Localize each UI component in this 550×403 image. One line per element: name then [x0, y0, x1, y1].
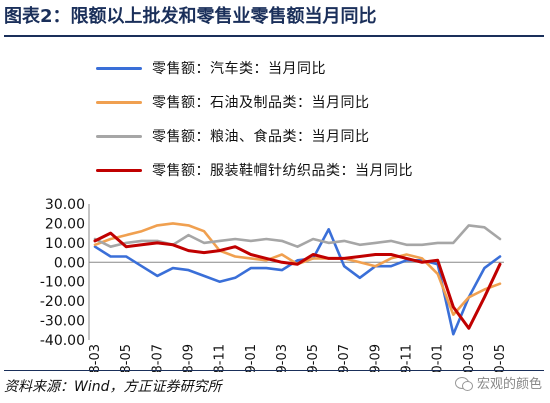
line-chart: 30.00 20.00 10.00 0.00 -10.00 -20.00 -30.00 -40… — [40, 197, 508, 372]
legend-label-petroleum: 零售额：石油及制品类：当月同比 — [152, 95, 370, 111]
title-divider — [4, 35, 544, 37]
chart-legend: 零售额：汽车类：当月同比 零售额：石油及制品类：当月同比 零售额：粮油、食品类：… — [96, 56, 536, 184]
legend-item-apparel: 零售额：服装鞋帽针纺织品类：当月同比 — [96, 158, 413, 182]
legend-label-apparel: 零售额：服装鞋帽针纺织品类：当月同比 — [152, 163, 413, 179]
y-tick-label: 10.00 — [45, 236, 85, 252]
legend-swatch-food — [96, 134, 142, 138]
y-tick-label: -20.00 — [40, 294, 85, 310]
watermark: 宏观的颜色 — [454, 373, 542, 392]
y-tick-label: -10.00 — [40, 275, 85, 291]
x-tick-label: 2019-09 — [368, 344, 383, 372]
legend-label-food: 零售额：粮油、食品类：当月同比 — [152, 129, 370, 145]
legend-swatch-apparel — [96, 168, 142, 172]
legend-item-food: 零售额：粮油、食品类：当月同比 — [96, 124, 370, 148]
x-tick-label: 2018-09 — [182, 344, 197, 372]
x-tick-label: 2019-05 — [306, 344, 321, 372]
y-tick-label: -30.00 — [40, 314, 85, 330]
legend-item-petroleum: 零售额：石油及制品类：当月同比 — [96, 90, 370, 114]
y-tick-label: -40.00 — [40, 333, 85, 349]
chart-title: 图表2：限额以上批发和零售业零售额当月同比 — [4, 6, 377, 27]
series-line-0 — [93, 227, 502, 336]
y-tick-label: 0.00 — [54, 255, 85, 271]
x-tick-label: 2020-05 — [493, 344, 508, 372]
source-divider — [4, 370, 544, 371]
series-line-3 — [93, 231, 502, 330]
x-tick-label: 2019-01 — [244, 344, 259, 372]
wechat-icon — [454, 376, 473, 391]
x-tick-label: 2018-05 — [119, 344, 134, 372]
y-tick-label: 20.00 — [45, 216, 85, 232]
x-tick-label: 2019-07 — [337, 344, 352, 372]
x-tick-label: 2018-07 — [150, 344, 165, 372]
y-tick-label: 30.00 — [45, 197, 85, 213]
x-tick-label: 2020-03 — [462, 344, 477, 372]
legend-swatch-auto — [96, 66, 142, 70]
legend-label-auto: 零售额：汽车类：当月同比 — [152, 61, 326, 77]
source-note: 资料来源：Wind，方正证券研究所 — [4, 379, 222, 395]
x-tick-label: 2020-01 — [431, 344, 446, 372]
x-tick-label: 2018-03 — [88, 344, 103, 372]
legend-item-auto: 零售额：汽车类：当月同比 — [96, 56, 326, 80]
watermark-text: 宏观的颜色 — [476, 377, 542, 392]
x-tick-label: 2019-03 — [275, 344, 290, 372]
x-tick-label: 2018-11 — [213, 344, 228, 372]
x-tick-label: 2019-11 — [400, 344, 415, 372]
legend-swatch-petroleum — [96, 100, 142, 104]
